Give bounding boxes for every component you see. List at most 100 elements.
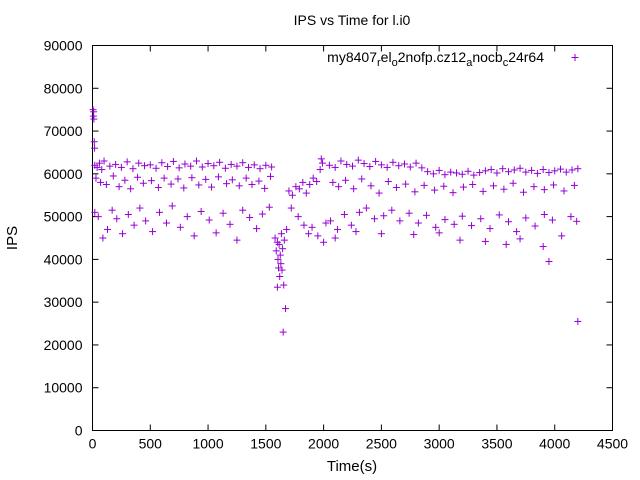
data-point (99, 234, 107, 242)
data-point (279, 245, 287, 253)
data-point (90, 108, 98, 116)
data-point (562, 168, 570, 176)
data-point (141, 162, 148, 170)
data-point (540, 210, 548, 218)
data-point (418, 164, 426, 172)
data-point (167, 180, 175, 188)
data-point (136, 204, 144, 212)
data-point (91, 208, 99, 216)
data-point (314, 232, 322, 240)
data-point (499, 165, 507, 173)
data-point (168, 202, 176, 210)
data-point (533, 169, 541, 177)
data-point (550, 181, 558, 189)
data-point (412, 159, 420, 167)
data-point (149, 228, 157, 236)
data-point (489, 182, 497, 190)
data-point (216, 158, 224, 166)
y-tick-label: 10000 (44, 380, 83, 396)
data-point (302, 189, 310, 197)
data-point (392, 184, 400, 192)
legend-text-part: el (381, 49, 392, 65)
data-point (481, 167, 489, 175)
data-point (432, 223, 440, 231)
data-point (340, 210, 348, 218)
data-point (551, 167, 559, 175)
data-point (350, 185, 358, 193)
data-point (152, 164, 160, 172)
data-point (476, 169, 484, 177)
data-point (300, 221, 308, 229)
data-point (528, 166, 536, 174)
data-point (318, 159, 326, 167)
data-point (509, 179, 517, 187)
data-point (372, 157, 380, 165)
data-point (431, 186, 439, 194)
data-point (441, 216, 449, 224)
data-point (510, 166, 518, 174)
x-tick-label: 2000 (308, 436, 339, 452)
data-point (121, 176, 129, 184)
y-tick-label: 0 (75, 423, 83, 439)
data-point (567, 213, 575, 221)
data-point (358, 175, 366, 183)
data-point (308, 223, 316, 231)
data-point (487, 166, 495, 174)
data-point (193, 157, 200, 165)
data-point (389, 158, 397, 166)
data-point (470, 171, 478, 179)
data-point (406, 163, 414, 171)
data-point (108, 206, 116, 214)
data-point (435, 166, 443, 174)
legend-text-part: ocb (480, 49, 503, 65)
data-point (327, 217, 335, 225)
data-point (531, 222, 539, 230)
data-point (377, 161, 385, 169)
data-point (258, 210, 266, 218)
data-point (568, 166, 576, 174)
data-point (169, 157, 177, 165)
data-point (190, 232, 198, 240)
data-point (335, 183, 343, 191)
data-point (456, 236, 464, 244)
data-point (299, 178, 307, 186)
data-point (226, 220, 234, 228)
data-point (420, 181, 428, 189)
data-point (256, 165, 264, 173)
data-point (198, 163, 206, 171)
legend-subscript: o (392, 57, 398, 69)
data-point (479, 187, 487, 195)
data-point (280, 236, 288, 244)
data-point (516, 164, 524, 172)
data-point (422, 211, 430, 219)
data-point (272, 247, 280, 255)
x-tick-label: 3000 (424, 436, 455, 452)
chart-title: IPS vs Time for l.i0 (294, 12, 411, 28)
data-point (360, 160, 368, 168)
data-point (347, 221, 355, 229)
data-point (329, 178, 337, 186)
data-point (333, 225, 341, 233)
data-point (134, 173, 142, 181)
data-point (405, 209, 413, 217)
data-point (530, 183, 538, 191)
data-point (520, 188, 528, 196)
data-point (495, 211, 503, 219)
data-point (95, 159, 103, 167)
data-point (411, 188, 419, 196)
data-point (255, 177, 263, 185)
data-point (285, 187, 293, 195)
data-point (367, 182, 375, 190)
data-point (164, 163, 172, 171)
y-tick-label: 20000 (44, 337, 83, 353)
data-point (113, 215, 121, 223)
data-point (174, 175, 182, 183)
data-point (129, 165, 137, 173)
data-point (202, 175, 210, 183)
data-point (115, 183, 123, 191)
data-point (395, 162, 403, 170)
data-point (322, 219, 330, 227)
data-point (325, 161, 333, 169)
data-point (221, 164, 229, 172)
data-point (539, 243, 547, 251)
